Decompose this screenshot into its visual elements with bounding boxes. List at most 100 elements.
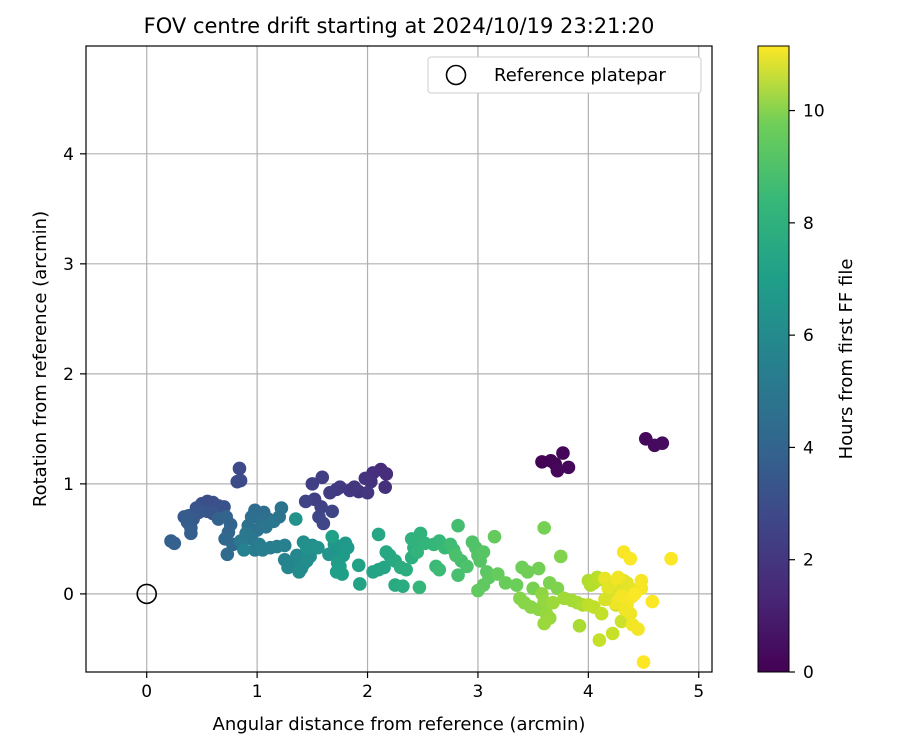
data-point — [553, 549, 568, 564]
data-point — [259, 519, 273, 534]
data-point — [631, 622, 645, 636]
data-point — [298, 494, 313, 509]
data-point — [288, 512, 303, 526]
data-point — [237, 543, 251, 557]
data-point — [537, 521, 551, 535]
x-tick-label: 4 — [583, 682, 594, 702]
data-point — [611, 570, 625, 585]
x-tick-label: 1 — [252, 682, 263, 702]
reference-platepar-marker — [136, 583, 158, 605]
data-point — [537, 616, 551, 631]
data-point — [636, 655, 651, 669]
data-point — [605, 626, 620, 641]
data-point — [184, 526, 198, 541]
data-point — [451, 518, 465, 533]
data-point — [353, 577, 367, 591]
data-point — [556, 446, 570, 460]
legend-marker-icon — [445, 64, 467, 86]
data-point — [360, 485, 375, 500]
data-point — [396, 579, 410, 593]
data-point — [351, 558, 366, 573]
data-point — [617, 602, 632, 617]
data-point — [627, 587, 642, 601]
colorbar-tick-label: 2 — [803, 551, 814, 571]
colorbar-gradient — [757, 45, 790, 673]
y-axis-ticks: 0 1 2 3 4 — [63, 145, 86, 605]
data-point — [520, 565, 535, 579]
x-axis-label: Angular distance from reference (arcmin) — [213, 714, 586, 735]
y-tick-label: 1 — [63, 475, 74, 495]
data-point — [412, 580, 427, 595]
colorbar-label: Hours from first FF file — [836, 259, 857, 460]
data-point — [460, 559, 474, 574]
data-point — [491, 567, 505, 581]
data-point — [655, 436, 670, 450]
data-point — [476, 545, 491, 559]
x-tick-label: 0 — [141, 682, 152, 702]
data-point — [220, 547, 235, 562]
data-point — [550, 463, 565, 478]
data-point — [623, 551, 638, 566]
data-point — [601, 581, 616, 596]
colorbar: 0 2 4 6 8 10 Hours from first FF file — [757, 45, 857, 683]
data-point — [572, 618, 587, 633]
data-point — [594, 606, 609, 621]
colorbar-tick-label: 0 — [803, 663, 814, 683]
data-point — [592, 633, 607, 647]
data-point — [300, 540, 314, 555]
y-axis-label: Rotation from reference (arcmin) — [30, 211, 51, 507]
data-point — [531, 561, 546, 576]
data-points — [164, 431, 678, 669]
colorbar-tick-label: 4 — [803, 438, 814, 458]
chart-title: FOV centre drift starting at 2024/10/19 … — [144, 14, 655, 38]
data-point — [292, 565, 306, 579]
data-point — [311, 540, 325, 555]
data-point — [305, 477, 320, 491]
colorbar-ticks: 0 2 4 6 8 10 — [789, 102, 825, 683]
y-tick-label: 3 — [63, 255, 74, 275]
data-point — [315, 470, 330, 485]
data-point — [335, 567, 349, 581]
x-tick-label: 2 — [362, 682, 373, 702]
data-point — [449, 548, 463, 563]
y-tick-label: 0 — [63, 585, 74, 605]
y-tick-label: 4 — [63, 145, 74, 165]
data-point — [471, 583, 485, 598]
data-point — [277, 538, 292, 553]
data-point — [230, 474, 245, 489]
plot-frame — [85, 45, 713, 673]
data-point — [378, 480, 392, 494]
data-point — [487, 529, 502, 544]
data-point — [281, 560, 295, 575]
data-point — [379, 467, 394, 481]
data-point — [498, 576, 513, 590]
data-point — [377, 560, 391, 575]
data-point — [546, 595, 560, 610]
data-point — [316, 516, 331, 531]
data-point — [432, 562, 447, 577]
y-tick-label: 2 — [63, 365, 74, 385]
data-point — [451, 568, 465, 582]
data-point — [509, 578, 524, 592]
colorbar-tick-label: 10 — [803, 102, 825, 122]
data-point — [358, 471, 373, 486]
data-point — [323, 485, 337, 500]
data-point — [634, 573, 649, 588]
x-tick-label: 5 — [693, 682, 704, 702]
colorbar-tick-label: 8 — [803, 214, 814, 234]
data-point — [561, 460, 576, 475]
data-point — [371, 527, 386, 542]
data-point — [550, 581, 565, 596]
data-point — [598, 592, 612, 607]
data-point — [232, 461, 247, 476]
legend-entry-reference-platepar: Reference platepar — [494, 65, 666, 86]
data-point — [614, 614, 629, 629]
x-tick-label: 3 — [473, 682, 484, 702]
data-point — [399, 562, 413, 577]
colorbar-tick-label: 6 — [803, 326, 814, 346]
x-axis-ticks: 0 1 2 3 4 5 — [141, 672, 704, 702]
data-point — [410, 545, 425, 559]
legend-box — [427, 56, 702, 94]
data-point — [664, 551, 678, 566]
